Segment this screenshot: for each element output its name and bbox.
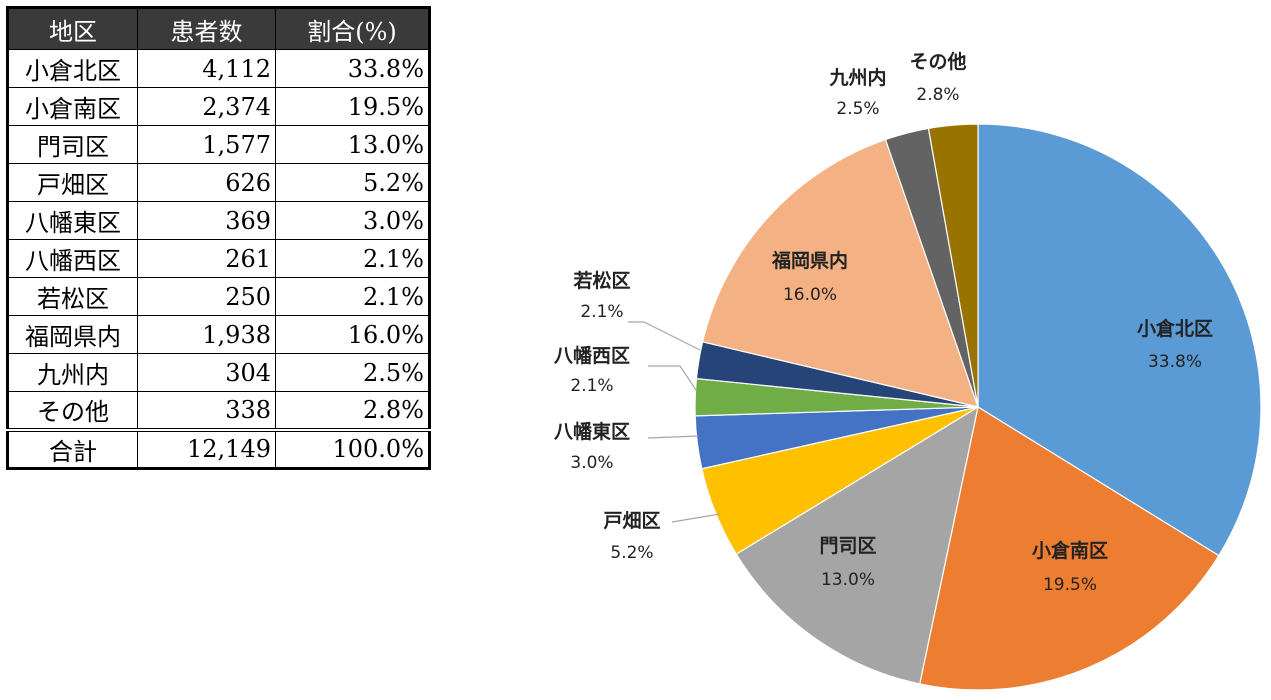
slice-pct-label-6: 2.1%: [580, 302, 623, 322]
leader-line-4: [647, 435, 699, 439]
header-patients: 患者数: [137, 7, 276, 50]
slice-pct-label-7: 16.0%: [783, 285, 837, 305]
cell-patients: 261: [137, 239, 276, 278]
slice-label-3: 戸畑区: [603, 510, 660, 532]
slice-label-6: 若松区: [573, 269, 630, 292]
total-ratio: 100.0%: [275, 427, 430, 469]
cell-district: その他: [7, 391, 138, 430]
table-row: 門司区 1,577 13.0%: [7, 125, 430, 164]
slice-label-5: 八幡西区: [554, 344, 630, 367]
slice-label-4: 八幡東区: [554, 420, 630, 443]
cell-ratio: 2.1%: [275, 239, 430, 278]
slice-pct-label-3: 5.2%: [610, 543, 653, 563]
pie-slice-0: [977, 123, 1262, 557]
cell-patients: 626: [137, 163, 276, 202]
table-row: 八幡東区 369 3.0%: [7, 201, 430, 240]
leader-line-3: [671, 513, 721, 523]
cell-district: 八幡東区: [7, 201, 138, 240]
slice-pct-label-4: 3.0%: [570, 453, 613, 473]
slice-pct-label-8: 2.5%: [836, 99, 879, 119]
table-row: 戸畑区 626 5.2%: [7, 163, 430, 202]
total-label: 合計: [7, 427, 138, 469]
slice-pct-label-1: 19.5%: [1043, 575, 1097, 595]
cell-district: 小倉南区: [7, 87, 138, 126]
slice-label-2: 門司区: [819, 535, 876, 557]
cell-ratio: 5.2%: [275, 163, 430, 202]
table-row: 九州内 304 2.5%: [7, 353, 430, 392]
cell-ratio: 3.0%: [275, 201, 430, 240]
cell-ratio: 2.8%: [275, 391, 430, 430]
pie-chart: 小倉北区 33.8% 小倉南区 19.5% 門司区 13.0% 戸畑区 5.2% 八幡東区 3.0…: [554, 50, 1262, 691]
cell-district: 戸畑区: [7, 163, 138, 202]
slice-label-1: 小倉南区: [1032, 539, 1108, 562]
table-row: 小倉北区 4,112 33.8%: [7, 49, 430, 88]
pie-slice-7: [701, 138, 979, 408]
slice-pct-label-9: 2.8%: [916, 85, 959, 105]
header-ratio: 割合(%): [275, 7, 430, 50]
cell-patients: 338: [137, 391, 276, 430]
cell-patients: 250: [137, 277, 276, 316]
slice-pct-label-0: 33.8%: [1148, 352, 1202, 372]
cell-patients: 304: [137, 353, 276, 392]
leader-line-6: [628, 321, 701, 351]
cell-district: 若松区: [7, 277, 138, 316]
table-row: 小倉南区 2,374 19.5%: [7, 87, 430, 126]
cell-ratio: 13.0%: [275, 125, 430, 164]
cell-ratio: 16.0%: [275, 315, 430, 354]
cell-ratio: 19.5%: [275, 87, 430, 126]
slice-label-7: 福岡県内: [771, 249, 848, 272]
table-row: その他 338 2.8%: [7, 391, 430, 430]
slice-label-0: 小倉北区: [1137, 317, 1213, 340]
header-district: 地区: [7, 7, 138, 50]
cell-ratio: 2.1%: [275, 277, 430, 316]
cell-district: 九州内: [7, 353, 138, 392]
total-patients: 12,149: [137, 427, 276, 469]
pie-slice-1: [919, 406, 1220, 691]
cell-ratio: 2.5%: [275, 353, 430, 392]
cell-patients: 1,938: [137, 315, 276, 354]
table-row: 福岡県内 1,938 16.0%: [7, 315, 430, 354]
table-total-row: 合計 12,149 100.0%: [7, 427, 430, 469]
cell-district: 小倉北区: [7, 49, 138, 88]
patient-table: 地区 患者数 割合(%) 小倉北区 4,112 33.8% 小倉南区 2,374 19.5…: [6, 6, 431, 470]
cell-patients: 1,577: [137, 125, 276, 164]
cell-patients: 369: [137, 201, 276, 240]
cell-ratio: 33.8%: [275, 49, 430, 88]
table-row: 若松区 250 2.1%: [7, 277, 430, 316]
table-header-row: 地区 患者数 割合(%): [7, 7, 430, 50]
slice-label-9: その他: [909, 50, 966, 73]
slice-pct-label-5: 2.1%: [570, 376, 613, 396]
pie-slice-2: [735, 405, 979, 685]
cell-district: 門司区: [7, 125, 138, 164]
slice-label-8: 九州内: [828, 66, 886, 89]
pie-slice-9: [927, 123, 979, 408]
cell-district: 福岡県内: [7, 315, 138, 354]
table-row: 八幡西区 261 2.1%: [7, 239, 430, 278]
cell-district: 八幡西区: [7, 239, 138, 278]
cell-patients: 4,112: [137, 49, 276, 88]
leader-line-5: [648, 365, 697, 391]
slice-pct-label-2: 13.0%: [821, 570, 875, 590]
cell-patients: 2,374: [137, 87, 276, 126]
